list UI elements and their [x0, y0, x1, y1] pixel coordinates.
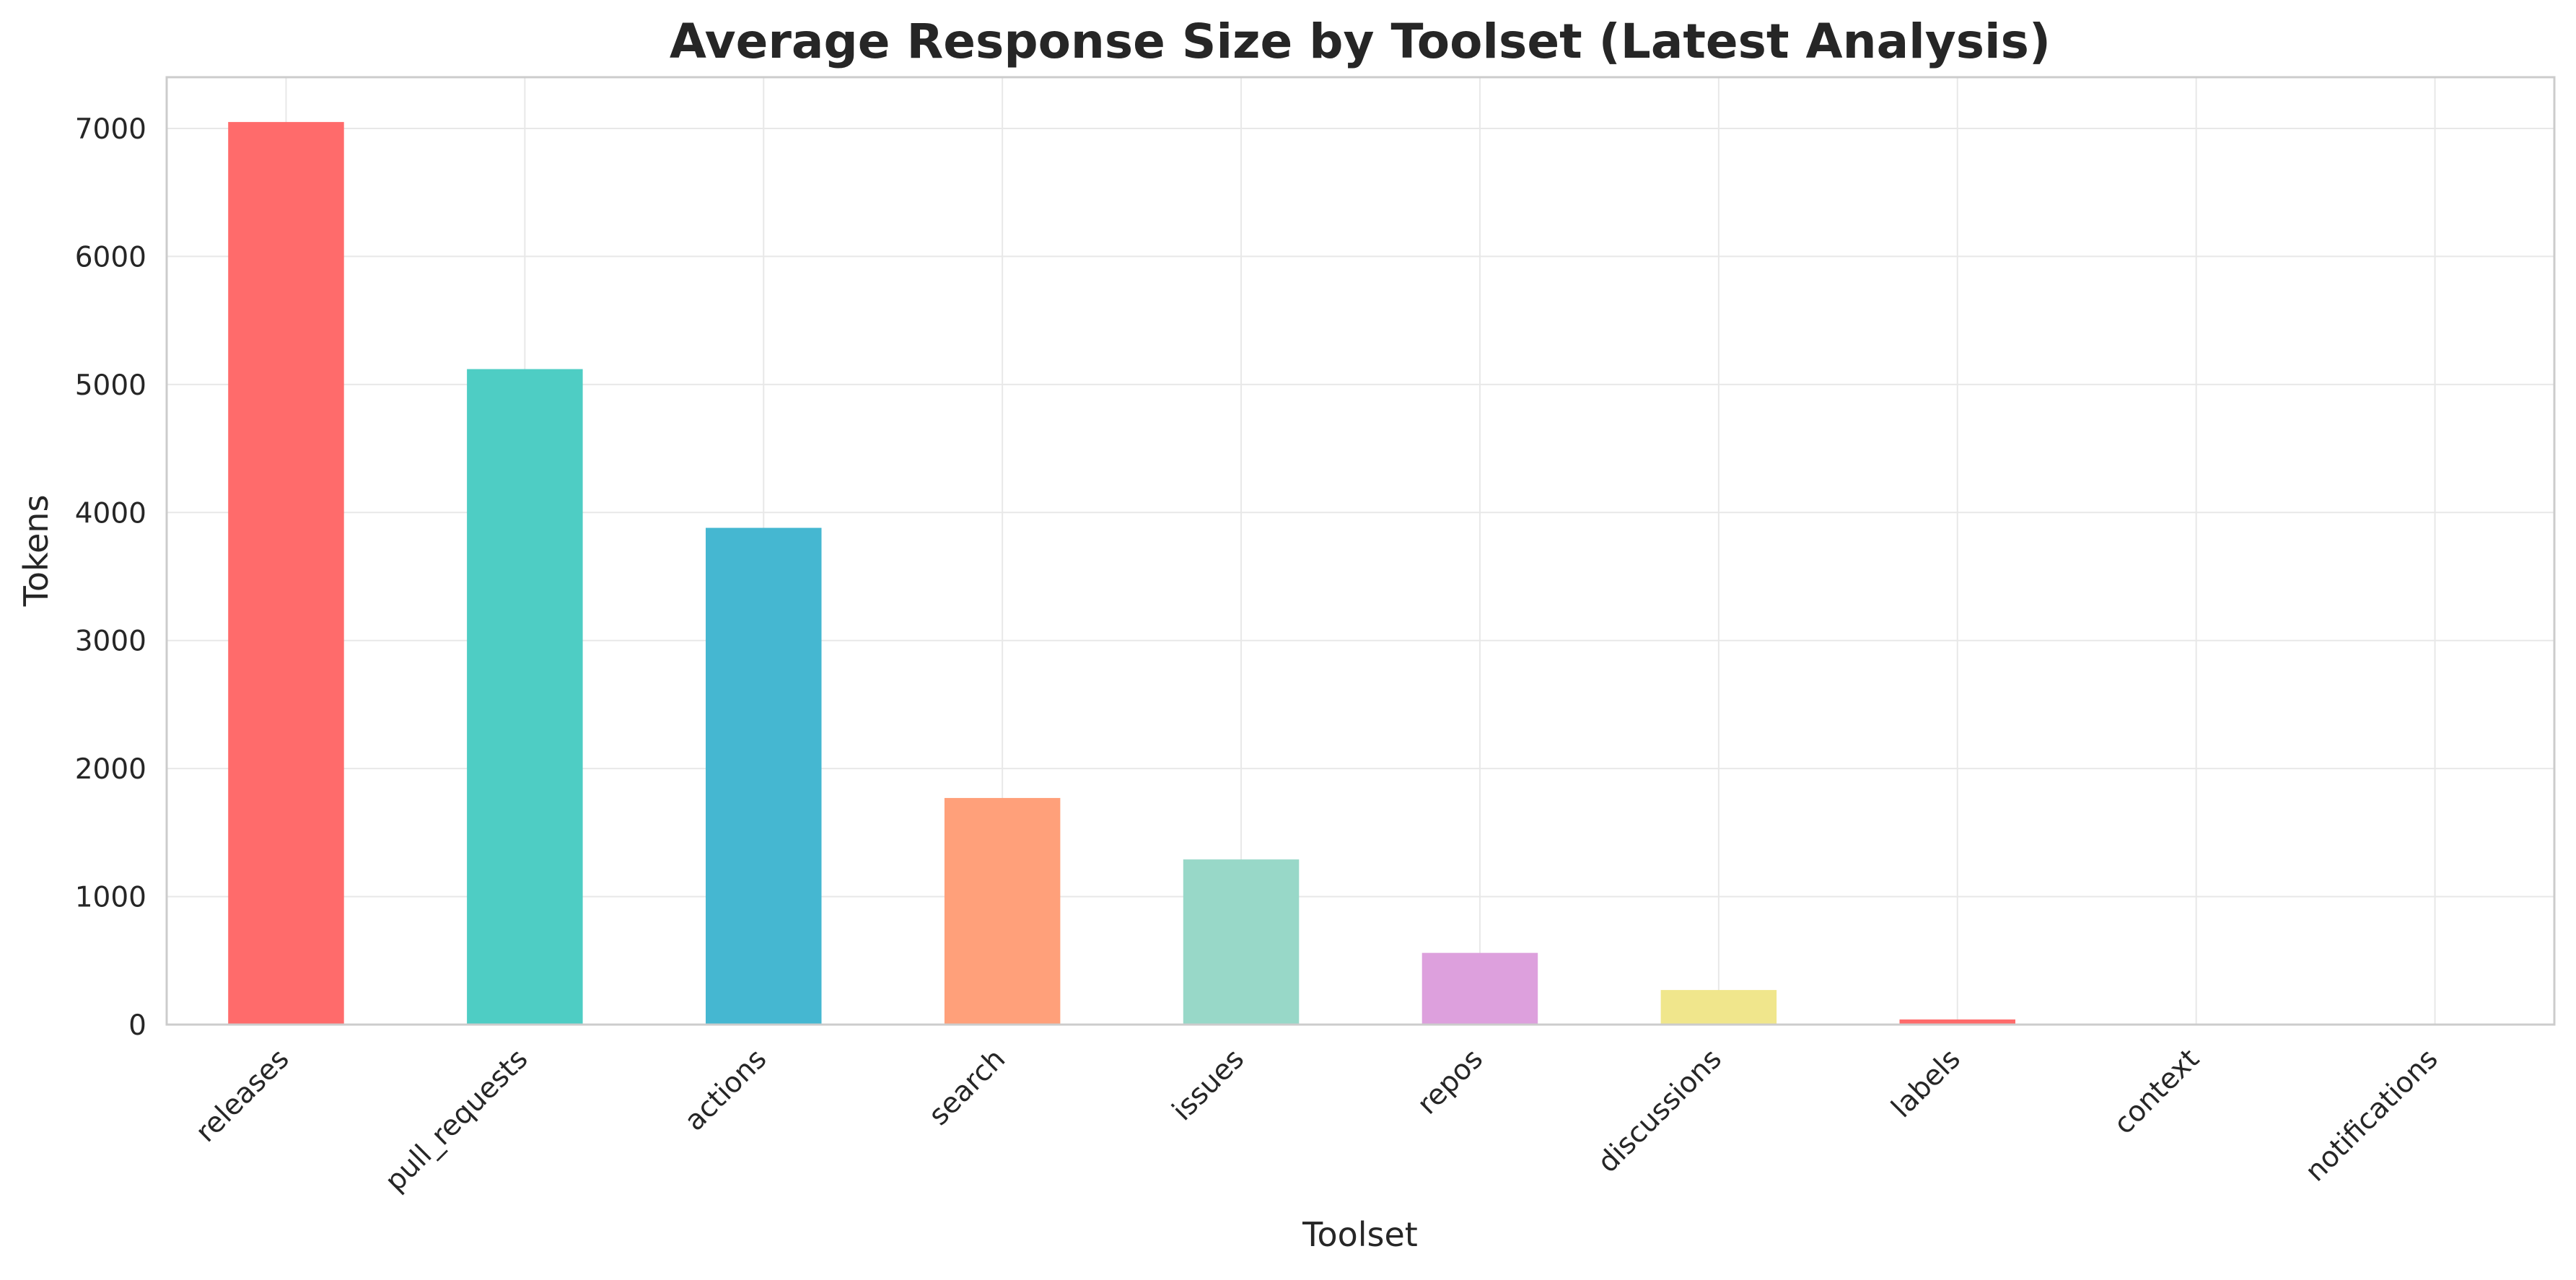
y-tick-label: 7000	[75, 113, 146, 146]
bar-pull-requests	[467, 369, 583, 1025]
plot-frame	[165, 76, 2556, 1026]
bar-labels	[1899, 1019, 2015, 1025]
y-tick-label: 2000	[75, 753, 146, 786]
y-tick-label: 6000	[75, 241, 146, 273]
y-tick-label: 1000	[75, 882, 146, 914]
y-tick-label: 4000	[75, 497, 146, 530]
x-axis-label: Toolset	[1302, 1215, 1418, 1254]
y-tick-label: 3000	[75, 626, 146, 658]
bar-search	[944, 797, 1061, 1025]
y-axis-label: Tokens	[17, 495, 56, 608]
bar-actions	[706, 527, 822, 1025]
bar-issues	[1183, 859, 1300, 1025]
bar-releases	[228, 122, 344, 1025]
y-tick-label: 5000	[75, 369, 146, 402]
y-tick-label: 0	[128, 1009, 146, 1042]
bar-discussions	[1660, 990, 1777, 1025]
chart-title: Average Response Size by Toolset (Latest…	[670, 14, 2051, 69]
bar-repos	[1421, 952, 1538, 1025]
